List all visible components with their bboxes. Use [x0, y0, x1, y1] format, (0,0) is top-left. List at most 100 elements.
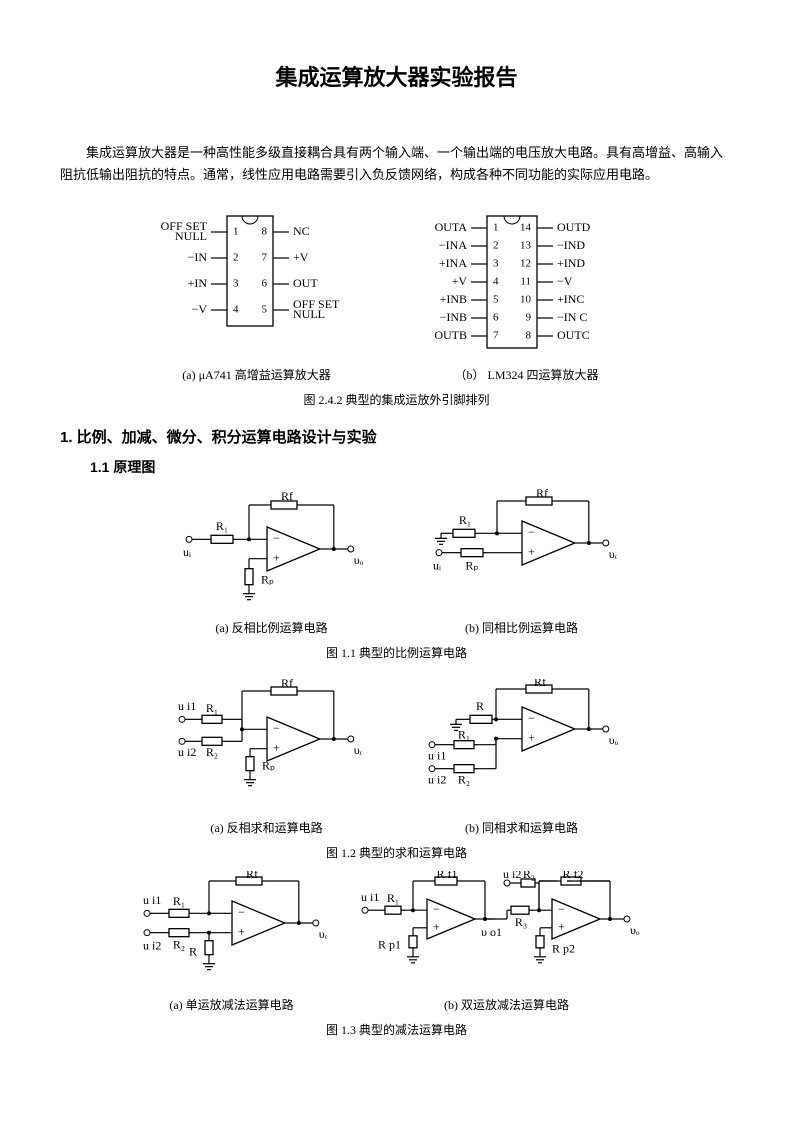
- circuit-noninverting-sum: −+RRfυₒu i1R₁u i2R₂: [422, 679, 622, 809]
- svg-text:11: 11: [520, 276, 531, 288]
- svg-text:Rf: Rf: [281, 489, 293, 503]
- fig12a-label: (a) 反相求和运算电路: [172, 819, 362, 836]
- svg-text:u i1: u i1: [178, 699, 196, 713]
- svg-text:u i2: u i2: [503, 871, 521, 881]
- svg-text:3: 3: [493, 258, 499, 270]
- fig-242-caption: 图 2.4.2 典型的集成运放外引脚排列: [60, 391, 733, 408]
- chip14-caption: （b） LM324 四运算放大器: [417, 366, 637, 383]
- fig-1-2-row: − + u i1 R₁ u i2 R₂ Rf υₒ Rₚ − + R Rf υₒ u i1 R₁ u i2 R₂: [60, 679, 733, 809]
- fig11b-label: (b) 同相比例运算电路: [427, 619, 617, 636]
- svg-text:−IND: −IND: [557, 238, 585, 252]
- svg-text:Rₚ: Rₚ: [465, 559, 478, 573]
- svg-text:υₒ: υₒ: [608, 547, 616, 561]
- svg-text:+: +: [528, 731, 535, 745]
- svg-text:1: 1: [493, 222, 499, 234]
- page-title: 集成运算放大器实验报告: [60, 60, 733, 92]
- svg-text:−IN C: −IN C: [557, 310, 587, 324]
- fig13b-label: (b) 双运放减法运算电路: [357, 996, 657, 1013]
- svg-text:13: 13: [520, 240, 532, 252]
- svg-text:υₒ: υₒ: [353, 553, 363, 567]
- svg-text:−: −: [558, 902, 565, 916]
- chip-captions: (a) μA741 高增益运算放大器 （b） LM324 四运算放大器: [60, 366, 733, 383]
- svg-text:Rf: Rf: [246, 871, 258, 881]
- svg-text:uᵢ: uᵢ: [183, 545, 191, 559]
- svg-text:12: 12: [520, 258, 531, 270]
- svg-text:R₁: R₁: [172, 894, 184, 908]
- svg-text:R₁: R₁: [205, 701, 217, 715]
- svg-text:u i1: u i1: [143, 893, 161, 907]
- svg-text:−: −: [238, 905, 245, 919]
- svg-text:7: 7: [261, 252, 267, 264]
- svg-text:−V: −V: [191, 302, 207, 316]
- svg-text:R p2: R p2: [552, 942, 575, 956]
- svg-text:OUTD: OUTD: [557, 220, 591, 234]
- svg-text:R f1: R f1: [436, 871, 457, 881]
- svg-text:2: 2: [493, 240, 499, 252]
- svg-text:2: 2: [233, 252, 239, 264]
- svg-text:υₒ: υₒ: [353, 743, 361, 757]
- svg-text:+V: +V: [451, 274, 467, 288]
- svg-text:υ o1: υ o1: [481, 925, 502, 939]
- fig-1-1-caption: 图 1.1 典型的比例运算电路: [60, 644, 733, 661]
- svg-text:NULL: NULL: [175, 229, 207, 243]
- svg-text:R₁: R₁: [386, 891, 398, 905]
- svg-text:9: 9: [525, 312, 531, 324]
- circuit-inverting-sum: − + u i1 R₁ u i2 R₂ Rf υₒ Rₚ: [172, 679, 362, 799]
- svg-text:R: R: [475, 699, 483, 713]
- svg-text:−: −: [273, 721, 280, 735]
- svg-text:Rf: Rf: [281, 679, 293, 690]
- fig-1-2-caption: 图 1.2 典型的求和运算电路: [60, 844, 733, 861]
- fig11a-label: (a) 反相比例运算电路: [177, 619, 367, 636]
- circuit-dual-sub: −+u i1R₁R f1υ o1R p1−+R₃u i2R₂R f2υₒR p2: [357, 871, 657, 986]
- svg-text:u i1: u i1: [361, 890, 379, 904]
- svg-text:OUTA: OUTA: [434, 220, 467, 234]
- svg-text:8: 8: [261, 226, 267, 238]
- svg-text:−: −: [528, 711, 535, 725]
- svg-text:−INA: −INA: [438, 238, 466, 252]
- svg-text:Rf: Rf: [536, 489, 548, 500]
- svg-text:u i2: u i2: [143, 939, 161, 953]
- svg-text:υₒ: υₒ: [630, 923, 640, 937]
- fig-1-2-subcaps: (a) 反相求和运算电路 (b) 同相求和运算电路: [60, 819, 733, 836]
- svg-text:OUTC: OUTC: [557, 328, 590, 342]
- svg-text:R₁: R₁: [215, 519, 227, 533]
- chip-figure-row: 1OFF SETNULL2−IN3+IN4−V8NC7+V6OUT5OFF SE…: [60, 206, 733, 356]
- svg-text:3: 3: [233, 278, 239, 290]
- fig-1-3-row: −+u i1R₁Rfυₒu i2R₂R −+u i1R₁R f1υ o1R p1…: [60, 871, 733, 986]
- svg-text:u i2: u i2: [428, 773, 446, 787]
- fig-1-1-subcaps: (a) 反相比例运算电路 (b) 同相比例运算电路: [60, 619, 733, 636]
- svg-text:Rf: Rf: [534, 679, 546, 689]
- fig13a-label: (a) 单运放减法运算电路: [137, 996, 327, 1013]
- fig-1-3-caption: 图 1.3 典型的减法运算电路: [60, 1021, 733, 1038]
- fig-1-1-row: −+uᵢR₁RfυₒRₚ −+R₁RfυₒuᵢRₚ: [60, 489, 733, 609]
- svg-text:+INA: +INA: [438, 256, 466, 270]
- svg-text:+: +: [433, 920, 440, 934]
- svg-text:−V: −V: [557, 274, 573, 288]
- svg-text:R₂: R₂: [172, 938, 184, 952]
- svg-text:+IND: +IND: [557, 256, 585, 270]
- svg-text:7: 7: [493, 330, 499, 342]
- svg-text:6: 6: [493, 312, 499, 324]
- svg-text:u i1: u i1: [428, 749, 446, 763]
- svg-text:R₂: R₂: [457, 773, 469, 787]
- svg-text:υₒ: υₒ: [608, 733, 618, 747]
- svg-text:OUT: OUT: [293, 276, 318, 290]
- svg-text:NC: NC: [293, 224, 310, 238]
- svg-text:R₂: R₂: [205, 745, 217, 759]
- svg-text:Rₚ: Rₚ: [262, 759, 275, 773]
- svg-text:−: −: [433, 902, 440, 916]
- svg-text:6: 6: [261, 278, 267, 290]
- svg-text:u i2: u i2: [178, 745, 196, 759]
- section-1: 1. 比例、加减、微分、积分运算电路设计与实验: [60, 426, 733, 447]
- svg-text:NULL: NULL: [293, 307, 325, 321]
- svg-text:5: 5: [493, 294, 499, 306]
- svg-text:−: −: [273, 531, 280, 545]
- svg-text:OUTB: OUTB: [434, 328, 467, 342]
- chip-14pin-diagram: 1OUTA2−INA3+INA4+V5+INB6−INB7OUTB14OUTD1…: [417, 206, 637, 356]
- svg-text:+IN: +IN: [187, 276, 207, 290]
- svg-text:υₒ: υₒ: [318, 927, 326, 941]
- intro-paragraph: 集成运算放大器是一种高性能多级直接耦合具有两个输入端、一个输出端的电压放大电路。…: [60, 142, 733, 186]
- svg-text:R₁: R₁: [458, 513, 470, 527]
- svg-text:−: −: [528, 525, 535, 539]
- svg-text:+: +: [273, 741, 280, 755]
